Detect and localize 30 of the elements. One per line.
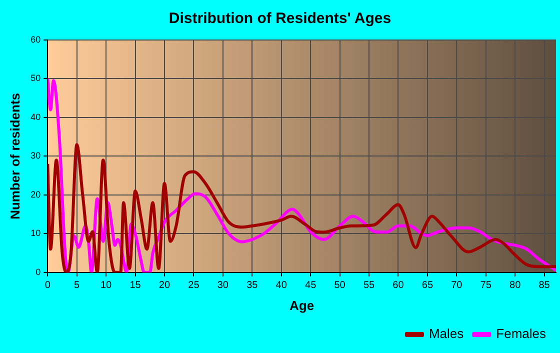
x-tick-label: 35 xyxy=(246,280,258,292)
legend-label: Males xyxy=(428,326,464,342)
x-tick-label: 0 xyxy=(44,280,51,292)
x-tick-label: 20 xyxy=(158,280,170,292)
x-tick-label: 70 xyxy=(451,280,463,292)
x-tick-label: 80 xyxy=(510,280,522,292)
y-tick-label: 50 xyxy=(30,73,41,84)
legend-label: Females xyxy=(496,326,546,342)
y-tick-label: 0 xyxy=(36,266,41,277)
x-tick-label: 65 xyxy=(422,280,434,292)
y-tick-label: 10 xyxy=(30,228,41,238)
x-tick-label: 10 xyxy=(100,280,112,292)
chart-title: Distribution of Residents' Ages xyxy=(168,10,392,28)
x-tick-label: 60 xyxy=(392,280,404,292)
y-tick-label: 60 xyxy=(30,34,41,44)
x-tick-label: 15 xyxy=(130,280,142,292)
x-tick-label: 25 xyxy=(188,280,200,292)
x-tick-label: 40 xyxy=(276,280,288,292)
y-tick-label: 20 xyxy=(30,189,41,200)
x-tick-label: 45 xyxy=(305,280,317,292)
x-tick-label: 85 xyxy=(538,280,550,292)
x-tick-label: 5 xyxy=(74,280,80,292)
x-tick-label: 30 xyxy=(217,280,229,292)
y-axis-title: Number of residents xyxy=(7,92,22,220)
x-axis-title: Age xyxy=(290,298,314,313)
x-tick-label: 75 xyxy=(480,280,492,292)
y-tick-label: 40 xyxy=(30,112,41,122)
x-tick-label: 55 xyxy=(363,280,376,292)
x-tick-label: 50 xyxy=(334,280,346,292)
y-tick-label: 30 xyxy=(30,150,41,161)
